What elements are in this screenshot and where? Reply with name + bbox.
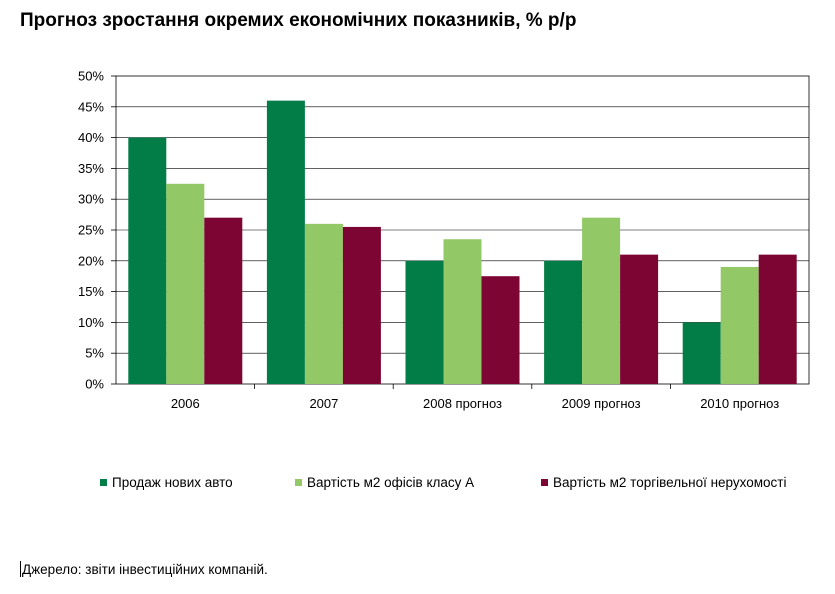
bar <box>720 266 759 384</box>
y-tick-label: 10% <box>78 315 104 330</box>
bar <box>304 223 343 384</box>
bar <box>342 226 381 384</box>
x-tick-label: 2007 <box>309 396 338 411</box>
y-tick-label: 40% <box>78 130 104 145</box>
legend-item-office-price: Вартість м2 офісів класу А <box>295 475 474 490</box>
y-tick-label: 50% <box>78 69 104 84</box>
legend-swatch-office-price <box>295 479 302 486</box>
y-tick-label: 30% <box>78 192 104 207</box>
bar <box>758 254 797 384</box>
bar <box>620 254 659 384</box>
y-tick-label: 15% <box>78 284 104 299</box>
y-tick-label: 45% <box>78 99 104 114</box>
bar <box>443 239 482 384</box>
x-tick-label: 2010 прогноз <box>700 396 779 411</box>
bar <box>682 322 721 384</box>
y-tick-label: 25% <box>78 223 104 238</box>
bar <box>266 100 305 384</box>
legend-swatch-retail-price <box>541 479 548 486</box>
y-tick-label: 35% <box>78 161 104 176</box>
legend-label-retail-price: Вартість м2 торгівельної нерухомості <box>553 475 787 490</box>
y-tick-label: 5% <box>85 346 104 361</box>
bar-chart: 0% 5% 10% 15% 20% 25% 30% 35% 40% 45% 50% 2006 2007 2… <box>78 69 810 411</box>
legend-swatch-car-sales <box>100 479 107 486</box>
bar <box>128 137 167 384</box>
x-tick-label: 2009 прогноз <box>562 396 641 411</box>
y-tick-label: 20% <box>78 253 104 268</box>
legend-item-retail-price: Вартість м2 торгівельної нерухомості <box>541 475 787 490</box>
source-note: Джерело: звіти інвестиційних компаній. <box>20 561 268 577</box>
bar <box>204 217 243 384</box>
text-cursor-icon <box>20 561 21 577</box>
x-tick-label: 2008 прогноз <box>423 396 502 411</box>
legend-label-office-price: Вартість м2 офісів класу А <box>307 475 475 490</box>
source-text: Джерело: звіти інвестиційних компаній. <box>22 562 268 577</box>
x-tick-label: 2006 <box>171 396 200 411</box>
bar <box>166 183 205 384</box>
chart-title: Прогноз зростання окремих економічних по… <box>20 10 577 31</box>
bar <box>582 217 621 384</box>
legend-label-car-sales: Продаж нових авто <box>112 475 233 490</box>
y-tick-label: 0% <box>85 377 104 392</box>
legend-item-car-sales: Продаж нових авто <box>100 475 233 490</box>
bar <box>405 260 444 384</box>
bar <box>544 260 583 384</box>
bar <box>481 276 520 384</box>
